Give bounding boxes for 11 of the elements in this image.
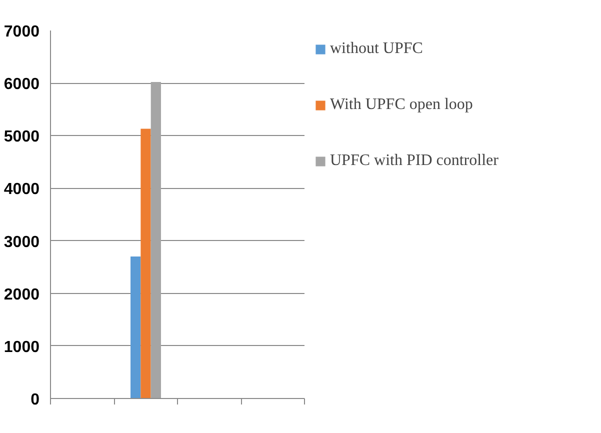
- y-tick-label: 2000: [4, 286, 40, 304]
- y-tick-label: 4000: [4, 181, 40, 198]
- y-tick-label: 3000: [4, 234, 40, 251]
- y-tick-label: 7000: [4, 24, 40, 40]
- y-tick-label: 6000: [4, 76, 40, 94]
- legend-label: With UPFC open loop: [330, 96, 473, 114]
- legend-label: without UPFC: [330, 40, 423, 58]
- legend-label: UPFC with PID controller: [330, 152, 498, 170]
- y-tick-label: 5000: [4, 128, 40, 146]
- y-tick-label: 1000: [4, 338, 40, 356]
- y-tick-label: 0: [30, 392, 40, 408]
